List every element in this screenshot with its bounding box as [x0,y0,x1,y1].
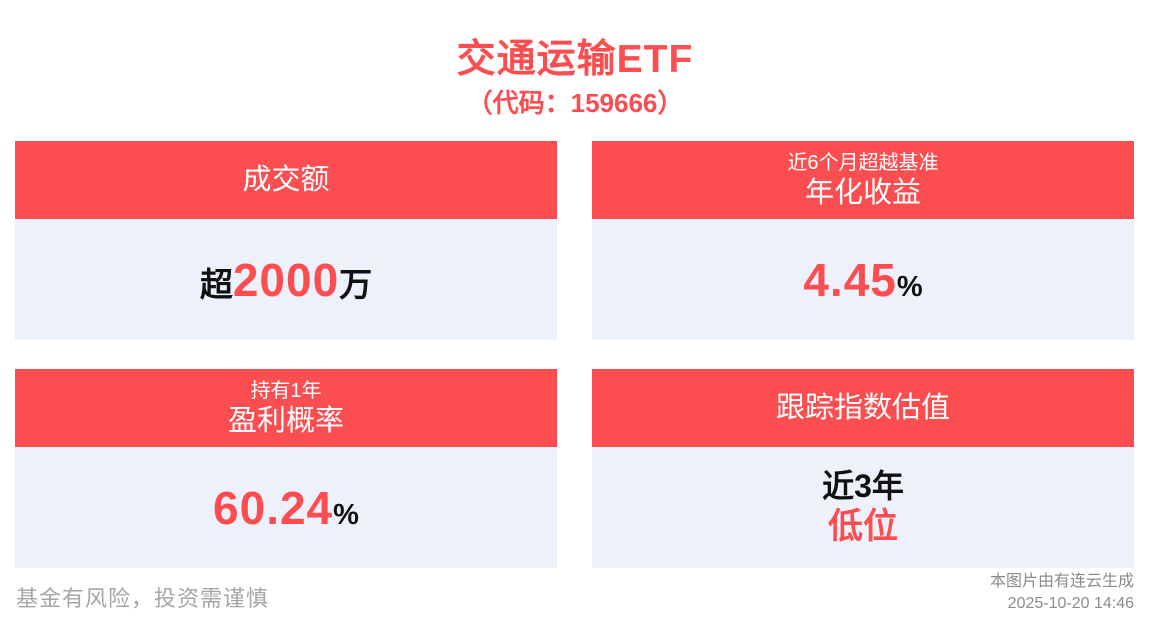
card-profit-probability-subtitle: 持有1年 [250,379,322,402]
annualized-return-number: 4.45 [803,253,897,306]
page-subtitle: （代码：159666） [466,88,684,118]
turnover-value: 超 2000 万 [200,253,372,307]
card-turnover-body: 超 2000 万 [15,219,557,340]
card-annualized-return-header: 近6个月超越基准 年化收益 [592,141,1134,219]
index-valuation-period: 近3年 [822,467,904,504]
index-valuation-level: 低位 [827,506,898,546]
annualized-return-percent-sign: % [896,270,923,303]
stat-card-grid: 成交额 超 2000 万 近6个月超越基准 年化收益 4.45 % 持有1年 盈… [15,141,1134,568]
generator-source: 本图片由有连云生成 [989,573,1134,590]
card-profit-probability: 持有1年 盈利概率 60.24 % [15,369,557,568]
card-turnover-header: 成交额 [15,141,557,219]
card-annualized-return-subtitle: 近6个月超越基准 [787,151,939,174]
card-index-valuation-body: 近3年 低位 [592,447,1134,568]
card-profit-probability-header: 持有1年 盈利概率 [15,369,557,447]
card-annualized-return-body: 4.45 % [592,219,1134,340]
card-profit-probability-title: 盈利概率 [227,404,344,437]
turnover-value-prefix: 超 [199,265,233,303]
card-annualized-return: 近6个月超越基准 年化收益 4.45 % [592,141,1134,340]
card-annualized-return-title: 年化收益 [804,176,921,209]
profit-probability-value: 60.24 % [213,481,359,535]
card-index-valuation: 跟踪指数估值 近3年 低位 [592,369,1134,568]
card-turnover: 成交额 超 2000 万 [15,141,557,340]
profit-probability-percent-sign: % [333,498,359,531]
turnover-value-unit: 万 [339,265,373,303]
page-title: 交通运输ETF [456,38,694,81]
turnover-value-number: 2000 [232,253,340,306]
card-profit-probability-body: 60.24 % [15,447,557,568]
card-turnover-title: 成交额 [242,164,330,196]
generator-credit: 本图片由有连云生成 2025-10-20 14:46 [990,571,1134,615]
risk-disclaimer: 基金有风险，投资需谨慎 [16,586,270,611]
annualized-return-value: 4.45 % [803,253,922,307]
card-index-valuation-title: 跟踪指数估值 [775,392,950,424]
generated-timestamp: 2025-10-20 14:46 [1007,595,1134,612]
profit-probability-number: 60.24 [213,481,334,534]
card-index-valuation-header: 跟踪指数估值 [592,369,1134,447]
index-valuation-value: 近3年 低位 [822,468,904,547]
